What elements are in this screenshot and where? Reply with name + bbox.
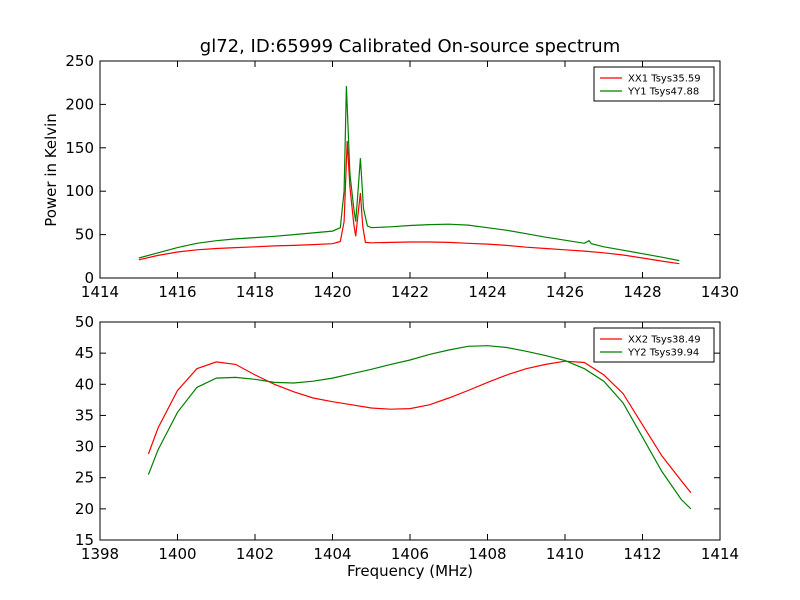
top-y-tick-label-200: 200 [65,95,94,113]
legend-label-xx2: XX2 Tsys38.49 [628,335,701,346]
bottom-y-tick-label-20: 20 [75,500,94,518]
top-x-tick-label-1428: 1428 [623,283,661,301]
bottom-x-tick-label-1398: 1398 [81,545,119,563]
bottom-y-tick-label-25: 25 [75,469,94,487]
bottom-x-axis-label: Frequency (MHz) [347,562,473,580]
bottom-y-tick-label-45: 45 [75,344,94,362]
top-x-tick-label-1422: 1422 [391,283,429,301]
bottom-x-tick-label-1412: 1412 [623,545,661,563]
bottom-x-tick-label-1408: 1408 [468,545,506,563]
top-axis-ticks: 1414 1416 1418 1420 1422 1424 1426 1428 1430 0 50 1… [65,52,739,301]
top-y-axis-label: Power in Kelvin [42,113,60,227]
legend-label-xx1: XX1 Tsys35.59 [628,74,701,85]
bottom-x-tick-label-1410: 1410 [546,545,584,563]
top-plot: gl72, ID:65999 Calibrated On-source spec… [42,36,739,301]
bottom-legend-box [593,327,715,363]
bottom-axes-frame [99,321,721,541]
bottom-y-tick-label-15: 15 [75,531,94,549]
bottom-x-tick-label-1404: 1404 [313,545,351,563]
top-y-tick-label-250: 250 [65,52,94,70]
bottom-x-tick-label-1414: 1414 [701,545,739,563]
bottom-legend: XX2 Tsys38.49 YY2 Tsys39.94 [593,327,715,363]
bottom-y-tick-label-40: 40 [75,375,94,393]
top-y-tick-label-50: 50 [75,226,94,244]
bottom-axis-ticks: 1398 1400 1402 1404 1406 1408 1410 1412 1414 15 20… [75,313,739,563]
top-legend: XX1 Tsys35.59 YY1 Tsys47.88 [593,66,715,102]
series-line-yy2 [147,345,692,510]
top-plot-area [138,86,680,265]
bottom-plot-area [147,345,692,510]
bottom-y-tick-label-50: 50 [75,313,94,331]
legend-label-yy2: YY2 Tsys39.94 [627,348,699,359]
top-x-tick-label-1430: 1430 [701,283,739,301]
top-axes-frame [99,60,721,279]
top-y-tick-label-150: 150 [65,139,94,157]
series-line-xx1 [138,140,680,265]
top-x-tick-label-1426: 1426 [546,283,584,301]
top-y-tick-label-100: 100 [65,182,94,200]
bottom-y-tick-label-30: 30 [75,438,94,456]
top-x-tick-label-1416: 1416 [158,283,196,301]
bottom-x-tick-label-1400: 1400 [158,545,196,563]
series-line-xx2 [147,360,692,494]
top-x-tick-label-1424: 1424 [468,283,506,301]
top-x-tick-label-1414: 1414 [81,283,119,301]
legend-label-yy1: YY1 Tsys47.88 [627,87,699,98]
bottom-x-tick-label-1406: 1406 [391,545,429,563]
top-y-tick-label-0: 0 [84,269,94,287]
bottom-y-tick-label-35: 35 [75,406,94,424]
top-x-tick-label-1418: 1418 [236,283,274,301]
top-legend-box [593,66,715,102]
top-x-tick-label-1420: 1420 [313,283,351,301]
series-line-yy1 [138,86,680,262]
chart-title: gl72, ID:65999 Calibrated On-source spec… [200,36,620,57]
bottom-x-tick-label-1402: 1402 [236,545,274,563]
bottom-plot: Frequency (MHz) 1398 1400 1402 1404 1406 1408… [75,313,739,580]
